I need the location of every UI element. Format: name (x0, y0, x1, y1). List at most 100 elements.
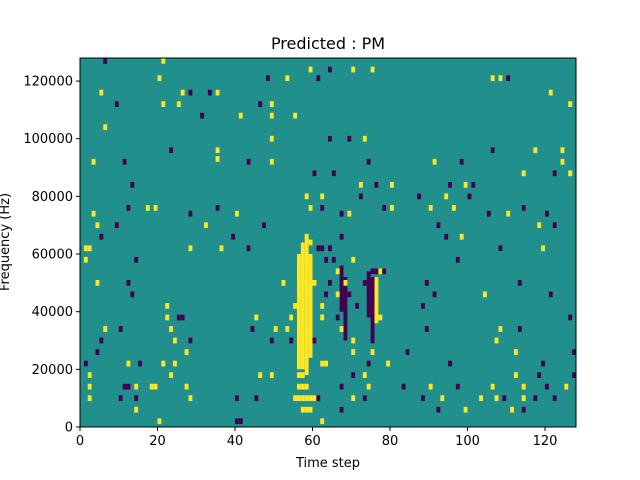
heatmap-cell (506, 210, 511, 217)
chart-title: Predicted : PM (271, 34, 385, 53)
heatmap-cell (374, 181, 379, 188)
heatmap-cell (114, 222, 119, 229)
heatmap-cell (297, 372, 301, 378)
heatmap-cell (180, 314, 185, 321)
heatmap-cell (184, 349, 189, 355)
heatmap-cell (351, 337, 356, 344)
heatmap-cell (300, 279, 305, 286)
heatmap-cell (161, 360, 166, 367)
heatmap-cell (421, 303, 425, 309)
heatmap-cell (490, 383, 495, 390)
heatmap-cell (91, 210, 96, 217)
heatmap-cell (304, 193, 309, 200)
heatmap-cell (300, 372, 305, 378)
heatmap-cell (269, 101, 274, 108)
heatmap-cell (448, 181, 453, 188)
heatmap-cell (87, 395, 92, 402)
heatmap-cell (215, 205, 220, 211)
heatmap-cell (269, 337, 274, 344)
heatmap-cell (95, 222, 100, 229)
heatmap-cell (235, 210, 239, 217)
heatmap-cell (335, 314, 340, 321)
heatmap-cell (304, 256, 309, 263)
heatmap-cell (370, 279, 375, 286)
heatmap-cell (165, 303, 170, 309)
heatmap-cell (215, 89, 220, 96)
heatmap-cell (126, 360, 131, 367)
heatmap-cell (300, 256, 305, 263)
heatmap-cells (83, 58, 577, 425)
heatmap-cell (351, 395, 356, 402)
heatmap-cell (207, 89, 212, 96)
heatmap-cell (231, 233, 236, 240)
heatmap-cell (320, 314, 325, 321)
heatmap-cell (145, 205, 150, 211)
heatmap-cell (335, 268, 340, 275)
heatmap-cell (448, 360, 453, 367)
heatmap-cell (378, 268, 383, 275)
heatmap-cell (316, 395, 321, 402)
heatmap-cell (564, 383, 569, 390)
heatmap-cell (312, 337, 317, 344)
heatmap-cell (200, 112, 205, 119)
heatmap-cell (153, 205, 158, 211)
heatmap-cell (490, 147, 495, 154)
heatmap-cell (308, 256, 313, 263)
heatmap-cell (161, 101, 166, 108)
heatmap-cell (428, 383, 433, 390)
heatmap-cell (176, 101, 181, 108)
heatmap-cell (289, 337, 294, 344)
y-tick-label: 80000 (32, 190, 73, 205)
heatmap-cell (149, 383, 154, 390)
heatmap-cell (328, 245, 332, 252)
heatmap-cell (269, 112, 274, 119)
heatmap-cell (118, 395, 123, 402)
heatmap-cell (335, 291, 340, 298)
heatmap-cell (308, 326, 313, 332)
heatmap-cell (548, 291, 553, 298)
heatmap-cell (548, 89, 553, 96)
heatmap-cell (320, 418, 325, 425)
heatmap-cell (362, 372, 367, 378)
heatmap-band (308, 254, 313, 358)
x-tick-label: 40 (227, 434, 244, 449)
heatmap-cell (417, 193, 422, 200)
heatmap-cell (424, 326, 429, 332)
heatmap-cell (87, 383, 92, 390)
heatmap-cell (339, 383, 344, 390)
heatmap-cell (285, 326, 290, 332)
heatmap-band (370, 277, 375, 341)
heatmap-cell (560, 147, 565, 154)
heatmap-cell (347, 291, 352, 298)
heatmap-cell (300, 395, 305, 402)
heatmap-cell (180, 89, 185, 96)
heatmap-cell (455, 383, 460, 390)
y-axis-label: Frequency (Hz) (0, 193, 13, 291)
heatmap-cell (537, 222, 542, 229)
heatmap-cell (568, 101, 573, 108)
heatmap-cell (483, 291, 487, 298)
heatmap-cell (188, 337, 193, 344)
heatmap-cell (308, 291, 313, 298)
heatmap-cell (444, 233, 449, 240)
heatmap-cell (312, 170, 317, 177)
heatmap-cell (308, 205, 313, 211)
y-tick-label: 60000 (32, 248, 73, 263)
heatmap-cell (343, 314, 348, 321)
heatmap-cell (328, 135, 332, 142)
heatmap-band (300, 242, 305, 370)
heatmap-cell (122, 158, 127, 165)
heatmap-cell (246, 245, 251, 252)
heatmap-cell (285, 75, 290, 82)
heatmap-cell (173, 360, 177, 367)
heatmap-cell (95, 279, 100, 286)
heatmap-cell (91, 158, 96, 165)
heatmap-cell (169, 372, 174, 378)
heatmap-cell (467, 193, 472, 200)
heatmap-band (339, 265, 344, 312)
heatmap-cell (184, 383, 189, 390)
heatmap-cell (362, 395, 367, 402)
heatmap-cell (176, 314, 181, 321)
heatmap-cell (297, 395, 301, 402)
heatmap-cell (378, 314, 383, 321)
